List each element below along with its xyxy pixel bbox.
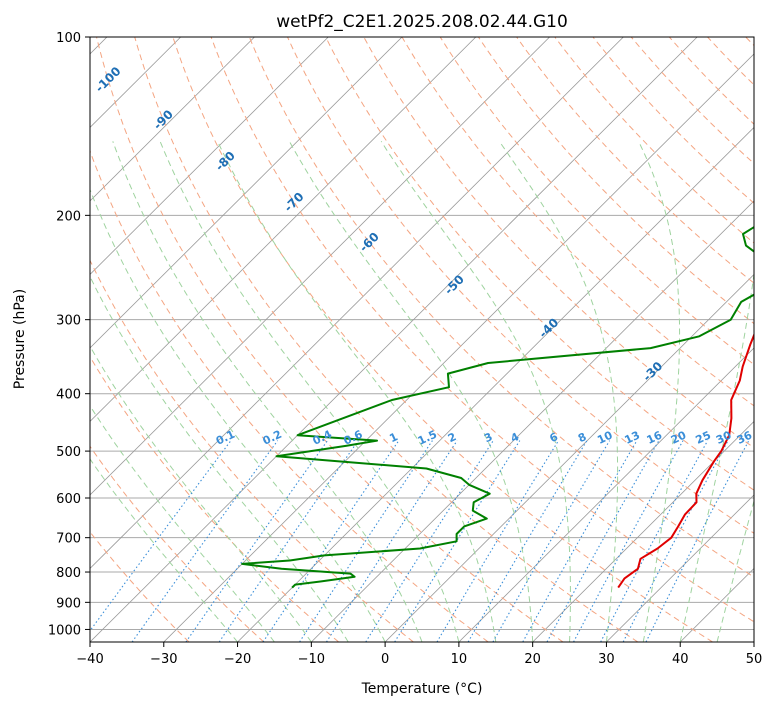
- x-tick-label: −10: [298, 652, 325, 667]
- mixing-ratio-line: [262, 440, 400, 642]
- moist-adiabat-line: [90, 188, 386, 642]
- mixing-ratio-line: [218, 440, 359, 642]
- x-tick-label: −30: [150, 652, 177, 667]
- moist-adiabat-line: [90, 458, 238, 642]
- dry-adiabat-line: [287, 37, 754, 534]
- moist-adiabat-line: [288, 141, 534, 642]
- moist-adiabat-line: [716, 499, 754, 642]
- y-tick-label: 800: [56, 566, 81, 581]
- y-tick-label: 200: [56, 209, 81, 224]
- moist-adiabat-line: [380, 141, 571, 642]
- y-tick-label: 100: [56, 31, 81, 46]
- moist-adiabat-line: [217, 141, 497, 642]
- temperature-profile-line: [617, 332, 754, 589]
- isotherm-line: [90, 37, 550, 496]
- axes: −40 −30 −20 −10 0 10 20 30 40 50 100 200 300 400 500 60…: [48, 31, 762, 667]
- dewpoint-profile-line: [241, 225, 754, 589]
- dry-adiabat-line: [325, 37, 754, 491]
- mixing-ratio-label: 16: [645, 428, 665, 446]
- plot-frame: [89, 36, 755, 643]
- isotherm-line: [90, 37, 255, 202]
- y-axis-label: Pressure (hPa): [12, 289, 28, 389]
- adiabat-label: -20: [755, 403, 775, 428]
- x-tick-label: −20: [224, 652, 251, 667]
- y-tick-label: 600: [56, 492, 81, 507]
- sounding-profiles: [241, 225, 754, 589]
- dry-adiabat-line: [96, 37, 564, 642]
- mixing-ratio-line: [90, 440, 232, 632]
- x-tick-label: 10: [451, 652, 468, 667]
- mixing-ratio-line: [365, 440, 494, 642]
- dry-adiabat-line: [90, 445, 265, 642]
- mixing-ratio-label: 36: [735, 428, 755, 446]
- moist-adiabat-line: [638, 141, 681, 642]
- mixing-ratio-line: [131, 440, 279, 642]
- moist-adiabat-line: [159, 141, 460, 642]
- moist-adiabat-line: [112, 141, 423, 642]
- chart-title: wetPf2_C2E1.2025.208.02.44.G10: [276, 12, 568, 32]
- dry-adiabat-line: [210, 37, 754, 623]
- dry-adiabat-line: [477, 37, 754, 325]
- isotherm-line: [90, 37, 403, 349]
- mixing-ratio-line: [467, 440, 588, 642]
- mixing-ratio-label: 30: [714, 428, 734, 446]
- isotherm-line: [90, 37, 477, 423]
- mixing-ratio-line: [394, 440, 521, 642]
- mixing-ratio-line: [299, 440, 433, 642]
- x-axis-label: Temperature (°C): [361, 681, 483, 697]
- moist-adiabat-line: [90, 404, 275, 642]
- background-lines: [90, 37, 754, 642]
- dry-adiabat-line: [90, 259, 414, 642]
- mixing-ratio-line: [325, 440, 458, 642]
- mixing-ratio-line: [436, 440, 559, 642]
- dry-adiabat-line: [90, 355, 339, 642]
- isotherm-line: [532, 420, 754, 642]
- x-tick-label: −40: [76, 652, 103, 667]
- x-tick-label: 30: [598, 652, 615, 667]
- isotherm-line: [606, 494, 754, 642]
- mixing-ratio-label: 10: [595, 428, 615, 446]
- isotherm-line: [90, 37, 329, 275]
- dry-adiabat-line: [516, 37, 754, 284]
- mixing-ratio-line: [573, 440, 684, 642]
- y-tick-label: 300: [56, 314, 81, 329]
- x-tick-label: 20: [524, 652, 541, 667]
- y-tick-label: 700: [56, 532, 81, 547]
- mixing-ratio-label: 20: [669, 428, 689, 446]
- mixing-ratio-label: 25: [694, 429, 713, 447]
- y-tick-label: 400: [56, 388, 81, 403]
- isotherm-line: [458, 347, 754, 642]
- dry-adiabat-line: [134, 37, 639, 642]
- y-tick-label: 500: [56, 445, 81, 460]
- dry-adiabat-line: [248, 37, 754, 578]
- x-tick-label: 50: [746, 652, 763, 667]
- y-tick-label: 900: [56, 596, 81, 611]
- mixing-ratio-label: 13: [623, 429, 642, 447]
- isotherm-line: [163, 53, 754, 642]
- mixing-ratio-line: [185, 440, 328, 642]
- moist-adiabat-line: [90, 275, 349, 642]
- isotherm-line: [90, 37, 624, 570]
- moist-adiabat-line: [498, 141, 619, 642]
- mixing-ratio-line: [522, 440, 638, 642]
- plot-area-background: [90, 37, 754, 642]
- moist-adiabat-line: [679, 270, 754, 642]
- mixing-ratio-line: [546, 440, 660, 642]
- x-tick-label: 0: [381, 652, 389, 667]
- isotherm-line: [753, 641, 754, 642]
- moist-adiabat-line: [90, 345, 312, 642]
- x-tick-label: 40: [672, 652, 689, 667]
- isotherm-line: [237, 126, 754, 642]
- y-tick-label: 1000: [48, 623, 81, 638]
- dry-adiabat-line: [172, 37, 713, 642]
